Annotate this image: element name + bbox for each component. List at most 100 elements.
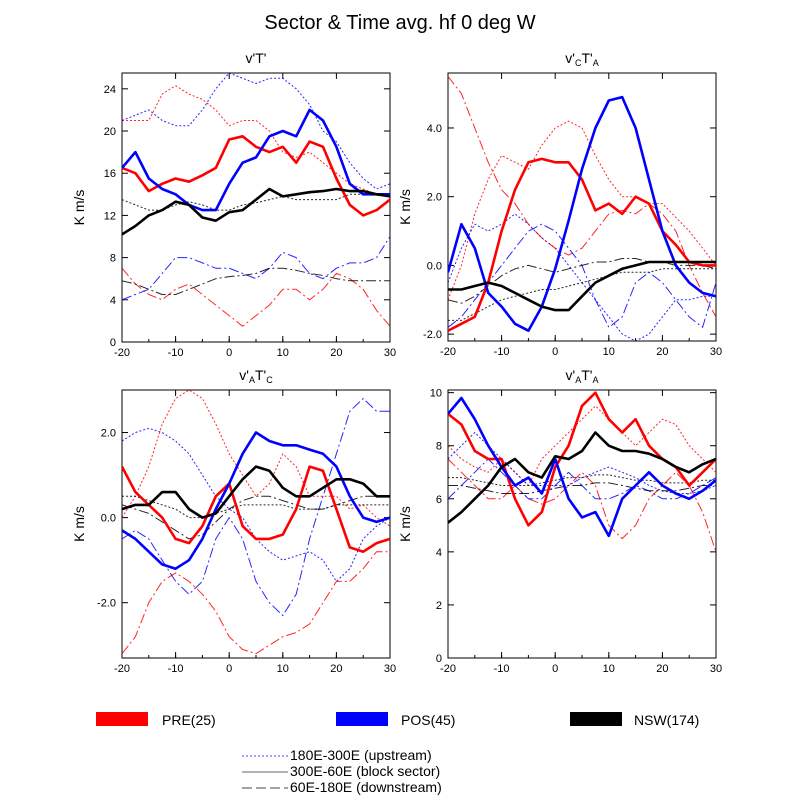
x-tick-label: 20 [330,347,342,359]
x-tick-label: 10 [603,663,615,675]
panel-title: v'T' [246,50,267,66]
y-tick-label: 2 [436,600,442,612]
series-pos-upstream [122,73,390,190]
x-tick-label: 30 [710,663,722,675]
y-tick-label: 0.0 [427,260,442,272]
legend-label-pre: PRE(25) [162,712,216,728]
panel-title: v'AT'C [239,367,273,385]
y-axis-label: K m/s [71,506,87,542]
y-tick-label: 24 [104,84,116,96]
legend-label-pos: POS(45) [401,712,455,728]
series-pos-downstream [122,398,390,616]
legend-swatch-nsw [570,712,622,726]
legend-swatch-pre [96,712,148,726]
y-axis-label: K m/s [397,189,413,225]
x-tick-label: -20 [440,346,456,358]
series-pos-upstream [448,432,716,494]
series-pre-block [448,157,716,332]
x-tick-label: 10 [277,347,289,359]
y-tick-label: 6 [436,494,442,506]
legend-label-upstream: 180E-300E (upstream) [290,747,432,763]
y-tick-label: 8 [436,441,442,453]
series-pre-upstream [122,390,390,527]
y-tick-label: 12 [104,210,116,222]
series-pos-block [122,108,390,212]
x-tick-label: -10 [494,346,510,358]
plot-frame [447,389,717,659]
series-nsw-upstream [122,495,390,519]
panel-title: v'CT'A [565,50,598,68]
y-tick-label: 8 [110,253,116,265]
y-tick-label: 0 [436,653,442,665]
x-tick-label: -10 [168,347,184,359]
plot-frame [121,72,391,343]
series-nsw-block [122,465,390,519]
series-pos-downstream [122,236,390,301]
x-tick-label: 20 [330,663,342,675]
panel-4: v'AT'A K m/s -20 -10 0 10 20 30 0 2 4 6 8 10 [397,367,722,675]
plot-frame [121,389,391,659]
x-tick-label: -20 [114,663,130,675]
x-tick-label: 20 [656,663,668,675]
figure-title: Sector & Time avg. hf 0 deg W [264,12,535,34]
series-pre-block [448,391,716,527]
series-nsw-upstream [448,268,716,321]
series-nsw-downstream [448,258,716,304]
series-nsw-upstream [448,474,716,486]
y-tick-label: -2.0 [97,598,116,610]
panel-title: v'AT'A [566,367,599,385]
series-pre-downstream [122,551,390,655]
series-nsw-block [448,431,716,524]
x-tick-label: -10 [168,663,184,675]
x-tick-label: -20 [114,347,130,359]
x-tick-label: 0 [226,663,232,675]
y-axis-label: K m/s [397,506,413,542]
panel-2: v'CT'A K m/s -20 -10 0 10 20 30 -2.0 0.0 2.0 4.0 [397,50,722,358]
series-pos-block [122,431,390,571]
panel-3: v'AT'C K m/s -20 -10 0 10 20 30 -2.0 0.0 2.0 [71,367,396,675]
y-tick-label: 0 [110,337,116,349]
series-nsw-block [448,260,716,312]
series-pre-downstream [122,267,390,327]
x-tick-label: 30 [384,663,396,675]
legend-swatch-pos [336,712,388,726]
x-tick-label: 10 [277,663,289,675]
series-nsw-block [122,187,390,236]
y-tick-label: 4 [110,295,116,307]
y-tick-label: 0.0 [101,513,116,525]
y-tick-label: 2.0 [101,428,116,440]
panel-1: v'T' K m/s -20 -10 0 10 20 30 0 4 8 12 16 20 24 [71,50,396,359]
y-tick-label: -2.0 [423,329,442,341]
series-pre-block [122,135,390,217]
y-tick-label: 10 [430,388,442,400]
series-pos-block [448,396,716,538]
legend: PRE(25) POS(45) NSW(174) 180E-300E (upst… [96,712,699,795]
plot-frame [447,72,717,342]
series-nsw-downstream [122,267,390,295]
legend-label-downstream: 60E-180E (downstream) [290,779,442,795]
legend-label-nsw: NSW(174) [634,712,699,728]
x-tick-label: 30 [710,346,722,358]
series-pre-block [122,465,390,554]
y-tick-label: 4 [436,547,442,559]
series-pos-block [448,95,716,333]
x-tick-label: 30 [384,347,396,359]
series-pre-downstream [448,458,716,553]
series-pre-upstream [122,85,390,195]
x-tick-label: 0 [552,663,558,675]
y-tick-label: 16 [104,168,116,180]
x-tick-label: -10 [494,663,510,675]
y-tick-label: 20 [104,126,116,138]
x-tick-label: 0 [226,347,232,359]
y-tick-label: 4.0 [427,123,442,135]
y-axis-label: K m/s [71,190,87,226]
series-pre-downstream [448,76,716,318]
x-tick-label: 10 [603,346,615,358]
x-tick-label: -20 [440,663,456,675]
panels: v'T'K m/s-20 -10 0 10 20 3004812162024v'CT'AK… [71,50,722,675]
y-tick-label: 2.0 [427,192,442,204]
x-tick-label: 0 [552,346,558,358]
series-pre-upstream [448,120,716,300]
series-pos-downstream [448,223,716,328]
